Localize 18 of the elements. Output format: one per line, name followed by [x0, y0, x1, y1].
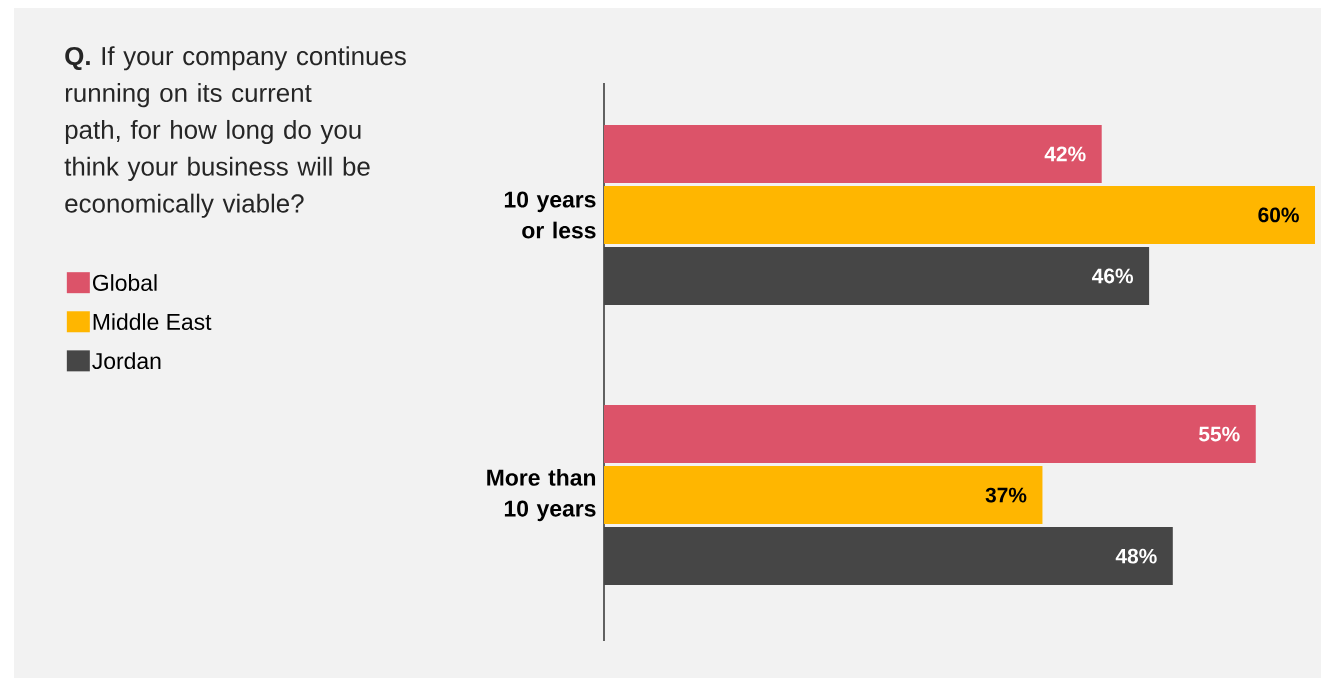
bar [604, 246, 1150, 305]
y-tick-label: More than 10 years [487, 468, 596, 522]
legend-label: Global [92, 274, 157, 291]
bar [604, 405, 1256, 464]
bar [604, 527, 1173, 586]
data-label: 48% [1115, 548, 1157, 564]
bar [604, 185, 1316, 244]
bar [604, 466, 1043, 525]
data-label: 55% [1199, 426, 1240, 442]
legend-label: Jordan [92, 352, 161, 370]
bar [604, 124, 1102, 183]
y-tick-label: 10 years or less [504, 191, 596, 239]
text: Q. If your company continues running on its current path, for how long do you think your business will be economically viable? [64, 46, 406, 218]
data-label: 46% [1092, 268, 1134, 284]
data-label: 42% [1044, 146, 1086, 162]
data-label: 37% [985, 487, 1027, 503]
data-label: 60% [1258, 207, 1299, 223]
legend-label: Middle East [93, 313, 212, 331]
